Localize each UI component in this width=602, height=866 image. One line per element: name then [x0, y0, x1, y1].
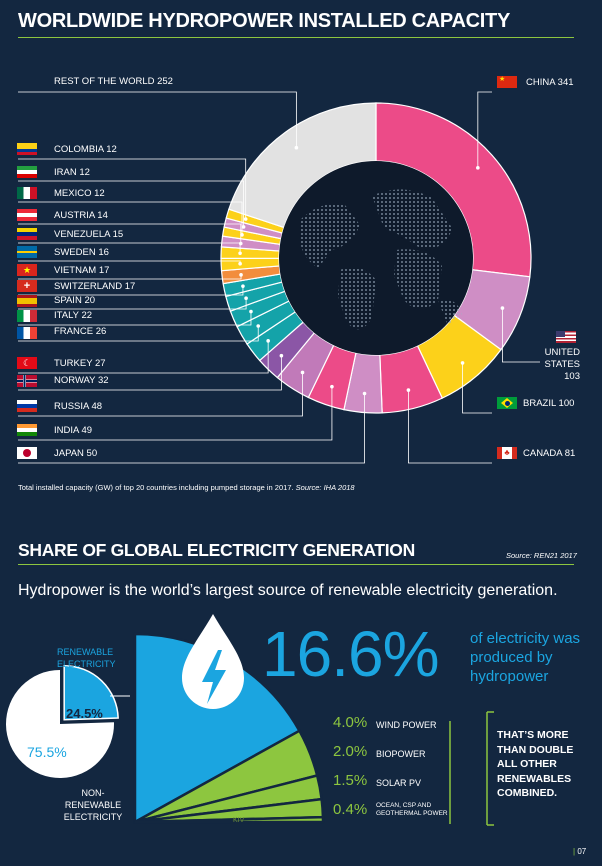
label-colombia: COLOMBIA 12	[54, 144, 117, 155]
section2-rule	[18, 564, 574, 565]
capacity-footnote: Total installed capacity (GW) of top 20 …	[18, 483, 355, 492]
page-number: | 07	[573, 847, 587, 856]
leader-line	[18, 242, 241, 254]
china-flag-icon: ★	[497, 76, 517, 88]
renewable-pct: 24.5%	[66, 706, 103, 721]
leader-line	[18, 201, 243, 235]
callout-bracket	[486, 711, 494, 826]
leader-line	[408, 390, 492, 464]
india-flag-icon	[17, 424, 37, 436]
label-india: INDIA 49	[54, 425, 93, 436]
label-rest-of-world: REST OF THE WORLD 252	[54, 76, 173, 87]
faint-label: KIV	[233, 817, 245, 824]
hydro-description: of electricity was produced by hydropowe…	[470, 630, 581, 685]
label-norway: NORWAY 32	[54, 375, 109, 386]
leader-line	[462, 362, 492, 414]
leader-line	[18, 386, 333, 441]
label-russia: RUSSIA 48	[54, 401, 103, 412]
callout-text: THAT’S MORE THAN DOUBLE ALL OTHER RENEWA…	[497, 729, 574, 799]
title-rule	[18, 37, 574, 38]
norway-flag-icon	[17, 375, 37, 387]
bio-pct: 2.0%	[333, 743, 368, 760]
share-chart: KIV	[6, 614, 494, 826]
leader-line	[18, 158, 247, 220]
leader-line	[18, 393, 365, 464]
label-sweden: SWEDEN 16	[54, 247, 109, 258]
leader-line	[18, 223, 242, 244]
label-japan: JAPAN 50	[54, 448, 98, 459]
leader-line	[18, 286, 244, 296]
leader-dot	[238, 261, 242, 266]
colombia-flag-icon	[17, 143, 37, 155]
leader-line	[502, 308, 540, 363]
nonrenewable-pct: 75.5%	[27, 744, 67, 760]
renewable-label: RENEWABLE ELECTRICITY	[57, 647, 116, 669]
iran-flag-icon	[17, 166, 37, 178]
russia-flag-icon	[17, 400, 37, 412]
solar-label: SOLAR PV	[376, 778, 422, 788]
nonrenewable-label: NON-RENEWABLE ELECTRICITY	[63, 788, 123, 822]
spain-flag-icon	[17, 295, 37, 307]
mexico-flag-icon	[17, 187, 37, 199]
france-flag-icon	[17, 327, 37, 339]
globe-continents	[300, 189, 462, 330]
label-iran: IRAN 12	[54, 167, 90, 178]
label-canada: CANADA 81	[523, 448, 576, 459]
section2-subtitle: Hydropower is the world’s largest source…	[18, 582, 558, 599]
share-slice-0	[63, 664, 119, 721]
leader-line	[18, 372, 303, 417]
band-ocean-csp-and-geothermal-power	[134, 815, 325, 824]
canada-flag-icon: ♣	[497, 447, 517, 459]
turkey-flag-icon: ☾	[17, 357, 37, 369]
lightning-bolt-icon	[202, 650, 226, 704]
leader-line	[18, 326, 259, 342]
brazil-flag-icon	[497, 397, 517, 409]
section2-title: SHARE OF GLOBAL ELECTRICITY GENERATION	[18, 540, 415, 560]
capacity-source: Source: IHA 2018	[295, 483, 355, 492]
leader-line	[18, 274, 242, 280]
share-slice-1	[6, 670, 114, 778]
ocean-label: OCEAN, CSP AND GEOTHERMAL POWER	[376, 802, 448, 817]
venezuela-flag-icon	[17, 228, 37, 240]
label-brazil: BRAZIL 100	[523, 398, 575, 409]
label-austria: AUSTRIA 14	[54, 210, 108, 221]
leader-line	[18, 180, 245, 227]
label-vietnam: VIETNAM 17	[54, 265, 110, 276]
wind-pct: 4.0%	[333, 714, 368, 731]
section1-title: WORLDWIDE HYDROPOWER INSTALLED CAPACITY	[18, 10, 510, 32]
section2-source: Source: REN21 2017	[506, 551, 577, 560]
label-italy: ITALY 22	[54, 310, 93, 321]
hydro-percentage: 16.6%	[262, 618, 439, 690]
austria-flag-icon	[17, 209, 37, 221]
label-spain: SPAIN 20	[54, 295, 96, 306]
vietnam-flag-icon: ★	[17, 264, 37, 276]
leader-line	[477, 91, 492, 168]
leader-line	[18, 260, 241, 264]
switzerland-flag-icon: +	[17, 280, 37, 292]
leader-line	[18, 298, 247, 310]
leader-line	[18, 340, 269, 374]
label-turkey: TURKEY 27	[54, 358, 106, 369]
leader-line	[18, 311, 252, 326]
label-united-states: UNITED STATES 103	[544, 347, 580, 382]
italy-flag-icon	[17, 310, 37, 322]
leader-line	[18, 355, 282, 391]
capacity-donut-chart	[18, 91, 540, 464]
label-mexico: MEXICO 12	[54, 188, 105, 199]
leader-line	[18, 91, 297, 148]
wind-label: WIND POWER	[376, 720, 437, 730]
solar-pct: 1.5%	[333, 772, 368, 789]
label-france: FRANCE 26	[54, 326, 107, 337]
label-venezuela: VENEZUELA 15	[54, 229, 124, 240]
japan-flag-icon	[17, 447, 37, 459]
label-china: CHINA 341	[526, 77, 574, 88]
ocean-pct: 0.4%	[333, 801, 368, 818]
sweden-flag-icon	[17, 246, 37, 258]
bio-label: BIOPOWER	[376, 749, 426, 759]
water-drop-icon	[182, 614, 244, 709]
usa-flag-icon	[556, 331, 576, 343]
label-switzerland: SWITZERLAND 17	[54, 281, 136, 292]
